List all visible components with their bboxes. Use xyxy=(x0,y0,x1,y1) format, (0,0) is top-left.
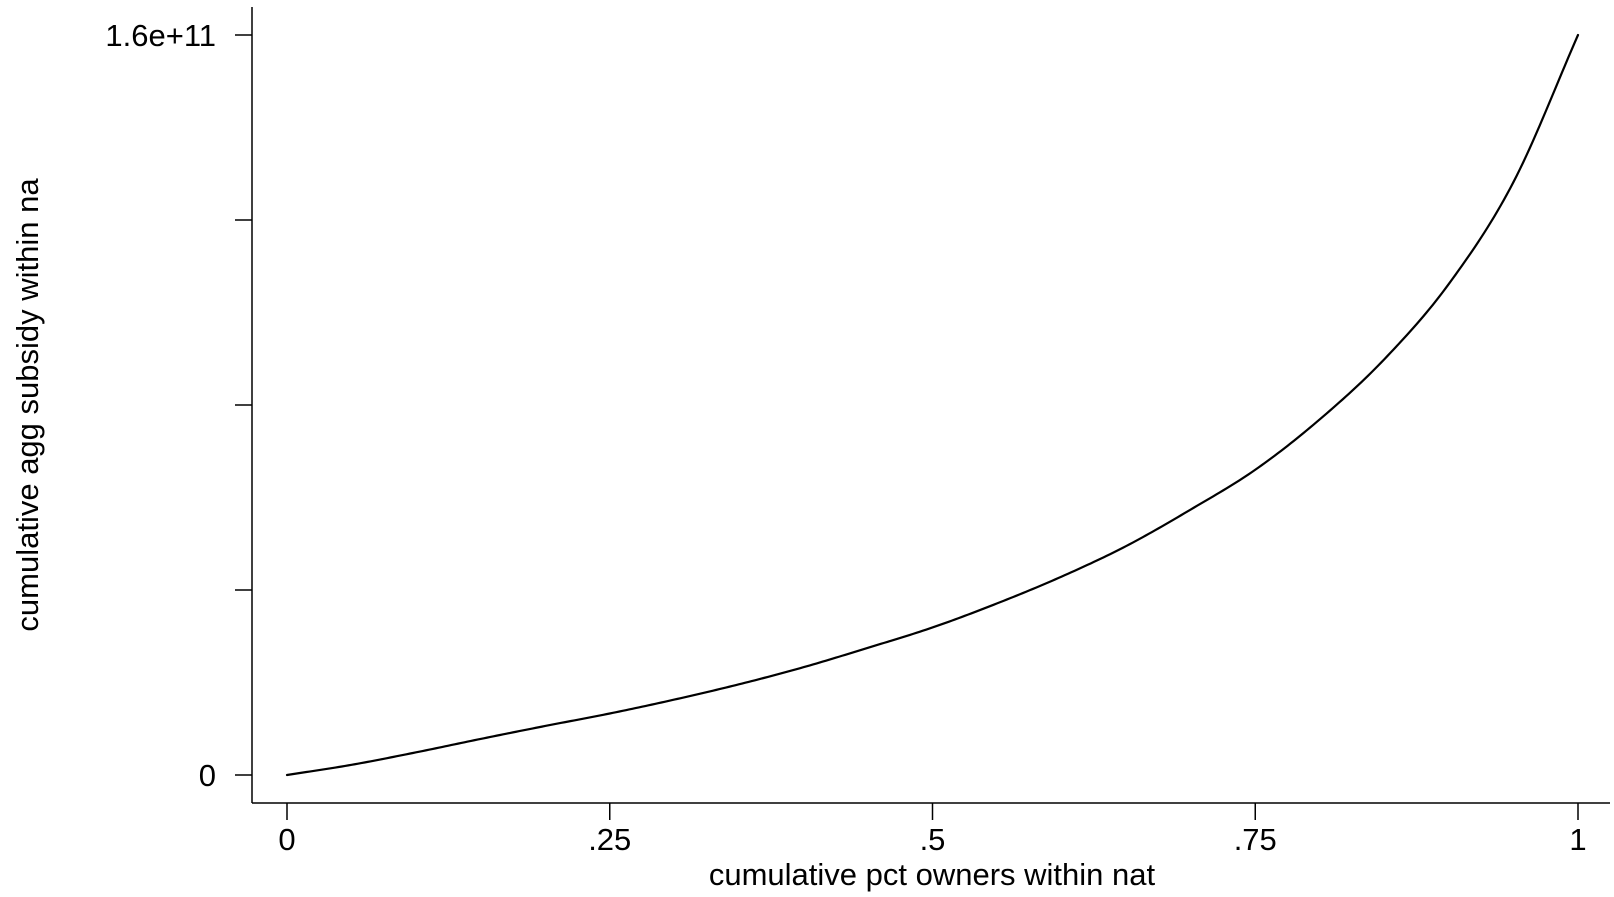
y-tick-label: 1.6e+11 xyxy=(105,18,216,53)
y-axis-title: cumulative agg subsidy within na xyxy=(10,178,45,632)
series-line xyxy=(285,33,1580,777)
series-layer xyxy=(285,33,1580,777)
x-tick-label: .5 xyxy=(920,822,946,857)
x-axis-title: cumulative pct owners within nat xyxy=(709,857,1156,892)
y-tick-label: 0 xyxy=(199,758,216,793)
x-tick-label: 0 xyxy=(278,822,295,857)
y-ticks: 0 1.6e+11 xyxy=(105,18,252,793)
x-tick-label: .75 xyxy=(1234,822,1277,857)
x-ticks: 0 .25 .5 .75 1 xyxy=(278,803,1587,857)
x-tick-label: 1 xyxy=(1569,822,1586,857)
x-tick-label: .25 xyxy=(588,822,631,857)
